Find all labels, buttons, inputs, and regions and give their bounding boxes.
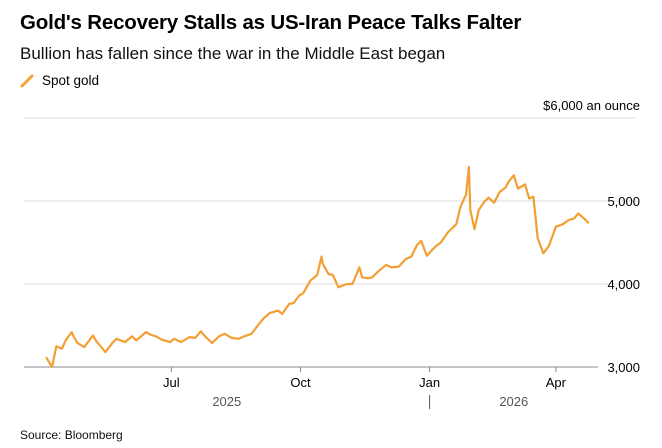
- source-note: Source: Bloomberg: [20, 428, 123, 442]
- x-tick-label: Apr: [546, 375, 567, 390]
- legend-swatch-icon: [20, 74, 34, 87]
- year-label: 2025: [212, 394, 241, 409]
- legend: Spot gold: [20, 73, 99, 88]
- y-tick-label: 5,000: [607, 194, 640, 209]
- x-tick-label: Jan: [419, 375, 440, 390]
- chart-subtitle: Bullion has fallen since the war in the …: [20, 44, 446, 63]
- series-line-spot-gold: [45, 165, 590, 369]
- legend-label: Spot gold: [42, 73, 100, 88]
- x-tick-label: Jul: [163, 375, 180, 390]
- y-tick-label: $6,000 an ounce: [543, 98, 640, 113]
- y-tick-label: 3,000: [607, 360, 640, 375]
- chart-title: Gold's Recovery Stalls as US-Iran Peace …: [20, 11, 522, 34]
- y-tick-label: 4,000: [607, 277, 640, 292]
- x-tick-label: Oct: [290, 375, 311, 390]
- year-label: 2026: [499, 394, 528, 409]
